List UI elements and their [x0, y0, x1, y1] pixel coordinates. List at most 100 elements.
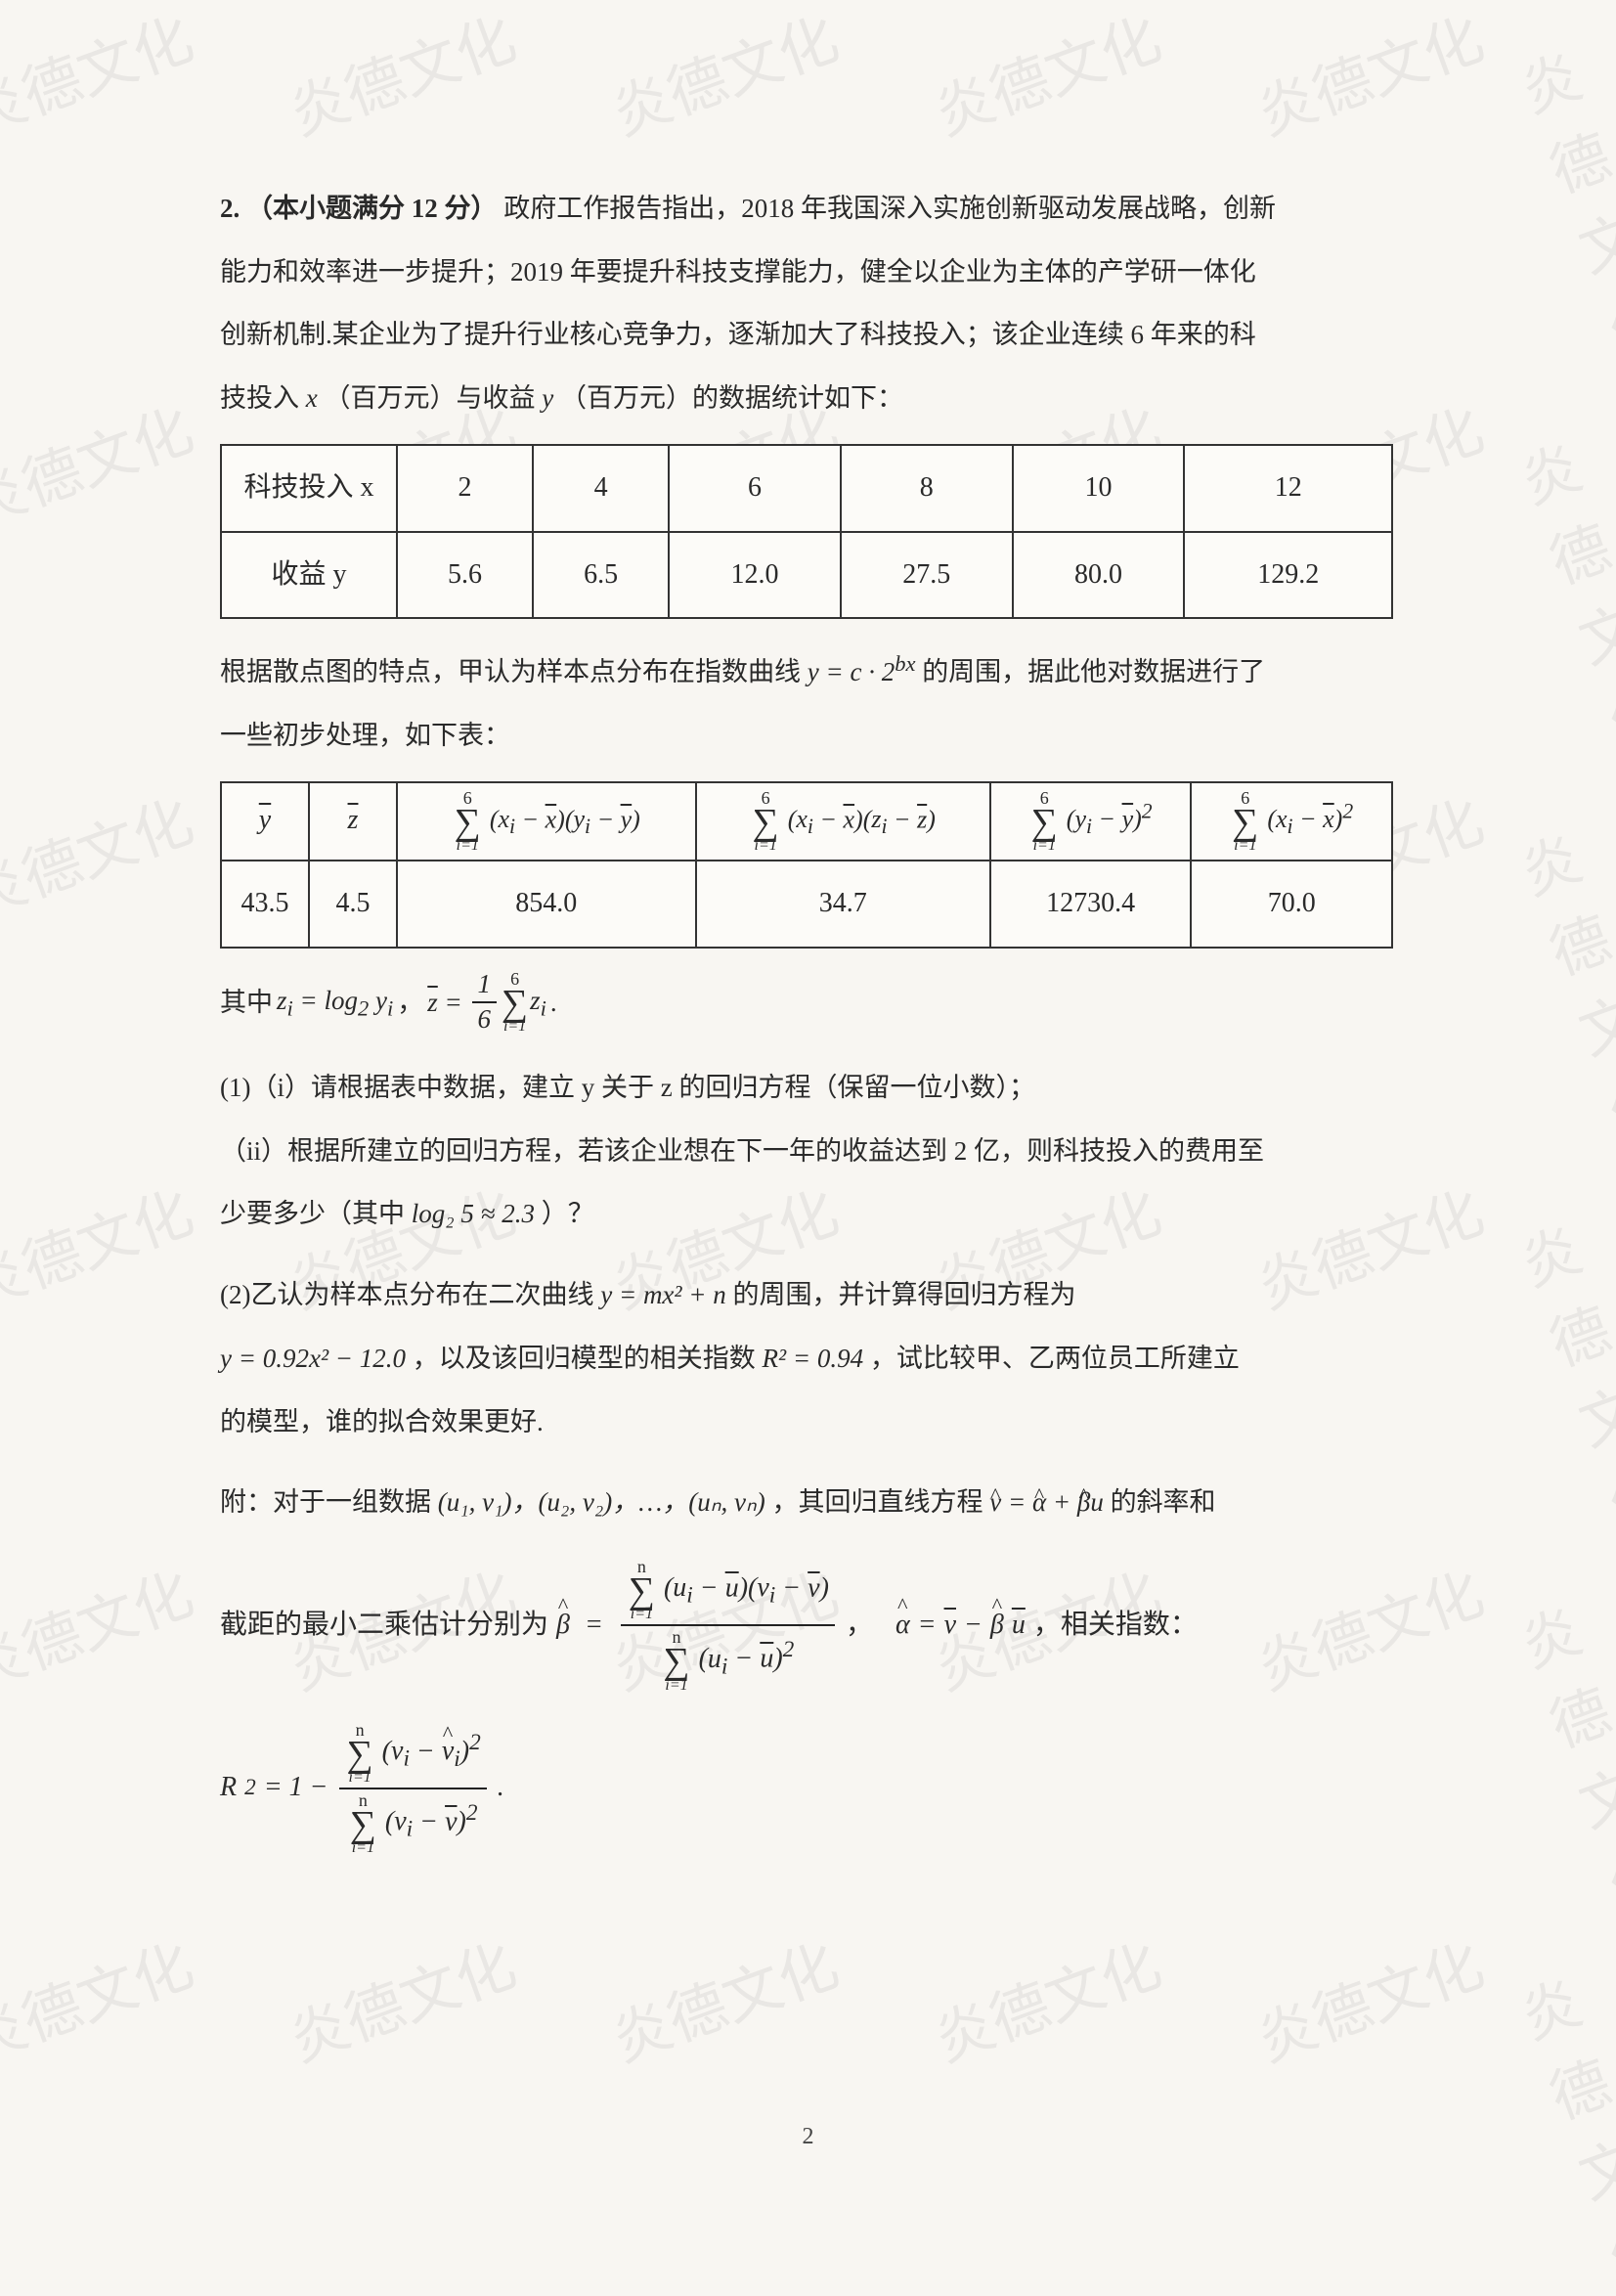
t1-c: 12 [1184, 445, 1392, 532]
watermark: 炎德文化 [1507, 29, 1616, 370]
q2-b: 的周围，并计算得回归方程为 [733, 1280, 1076, 1309]
ap-line-eq: v = α + βu [989, 1487, 1104, 1517]
sn-b: 的周围，据此他对数据进行了 [922, 657, 1265, 686]
scatter-note-2: 一些初步处理，如下表： [220, 708, 1393, 764]
watermark: 炎德文化 [0, 1919, 203, 2079]
q1-ii-l1: （ii）根据所建立的回归方程，若该企业想在下一年的收益达到 2 亿，则科技投入的… [220, 1124, 1393, 1179]
var-y: y [542, 383, 553, 413]
table-row: y z 6∑i=1 (xi − x)(yi − y) 6∑i=1 (xi − x… [221, 782, 1392, 861]
table-row: 收益 y 5.6 6.5 12.0 27.5 80.0 129.2 [221, 532, 1392, 619]
intro-l4: 技投入 x （百万元）与收益 y （百万元）的数据统计如下： [220, 371, 1393, 426]
t1-c: 5.6 [397, 532, 533, 619]
problem-heading: 2. （本小题满分 12 分） 政府工作报告指出，2018 年我国深入实施创新驱… [220, 181, 1393, 237]
scatter-formula: y = c · 2bx [808, 657, 922, 686]
t1-c: 8 [841, 445, 1013, 532]
table-row: 43.5 4.5 854.0 34.7 12730.4 70.0 [221, 861, 1392, 948]
q1ii-formula: log₂ 5 ≈ 2.3 [412, 1199, 535, 1228]
t2-h6: 6∑i=1 (xi − x)2 [1191, 782, 1392, 861]
appendix-l1: 附：对于一组数据 (u₁, v₁)，(u₂, v₂)，…，(uₙ, vₙ) ，其… [220, 1475, 1393, 1530]
q2-r2: R² = 0.94 [763, 1344, 864, 1373]
sn-a: 根据散点图的特点，甲认为样本点分布在指数曲线 [220, 657, 808, 686]
ap2-a: 截距的最小二乘估计分别为 [220, 1597, 548, 1655]
watermark: 炎德文化 [1244, 1919, 1493, 2079]
intro-l1: 政府工作报告指出，2018 年我国深入实施创新驱动发展战略，创新 [503, 194, 1276, 223]
zd-end: . [550, 975, 557, 1031]
t1-c: 12.0 [669, 532, 841, 619]
watermark: 炎德文化 [1507, 1584, 1616, 1924]
t1-c: 129.2 [1184, 532, 1392, 619]
t1-c: 27.5 [841, 532, 1013, 619]
intro-l4-b: （百万元）与收益 [324, 383, 535, 413]
t1-c: 4 [533, 445, 669, 532]
zd-a: 其中 [220, 975, 273, 1031]
watermark: 炎德文化 [598, 1919, 848, 2079]
q2-a: (2)乙认为样本点分布在二次曲线 [220, 1280, 600, 1309]
watermark: 炎德文化 [598, 0, 848, 152]
z-definition: 其中 zi = log2 yi ， z = 16 6∑i=1 zi . [220, 970, 1393, 1035]
t1-h1-txt: 科技投入 x [243, 472, 373, 503]
watermark: 炎德文化 [0, 1166, 203, 1326]
beta-formula: 截距的最小二乘估计分别为 β = n∑i=1 (ui − u)(vi − v) … [220, 1558, 1393, 1694]
watermark: 炎德文化 [0, 1547, 203, 1707]
t1-c: 10 [1013, 445, 1185, 532]
t1-h2-txt: 收益 y [271, 559, 346, 590]
t2-c: 854.0 [397, 861, 696, 948]
t1-h1: 科技投入 x [221, 445, 397, 532]
ap2-sep: ， [846, 1597, 873, 1655]
intro-l4-a: 技投入 [220, 383, 299, 413]
ap-a: 附：对于一组数据 [220, 1487, 438, 1517]
zd-eq1: zi = log2 yi [277, 973, 393, 1032]
page-number: 2 [803, 2124, 814, 2150]
r2-end: . [498, 1759, 504, 1817]
q1-ii-l2: 少要多少（其中 log₂ 5 ≈ 2.3 ）？ [220, 1186, 1393, 1242]
sf-base: y = c · 2 [808, 657, 895, 686]
t2-c: 12730.4 [990, 861, 1192, 948]
t2-c: 43.5 [221, 861, 309, 948]
t2-c: 34.7 [696, 861, 990, 948]
watermark: 炎德文化 [0, 383, 203, 544]
t2-h5: 6∑i=1 (yi − y)2 [990, 782, 1192, 861]
t1-c: 6 [669, 445, 841, 532]
var-x: x [306, 383, 318, 413]
q2-mid: ，以及该回归模型的相关指数 [413, 1344, 763, 1373]
watermark: 炎德文化 [0, 0, 203, 152]
watermark: 炎德文化 [0, 774, 203, 935]
scatter-note: 根据散点图的特点，甲认为样本点分布在指数曲线 y = c · 2bx 的周围，据… [220, 640, 1393, 700]
table-2: y z 6∑i=1 (xi − x)(yi − y) 6∑i=1 (xi − x… [220, 781, 1393, 949]
intro-l4-c: （百万元）的数据统计如下： [560, 383, 903, 413]
q1ii-b: ）？ [542, 1199, 594, 1228]
table-1: 科技投入 x 2 4 6 8 10 12 收益 y 5.6 6.5 12.0 2… [220, 444, 1393, 620]
ap2-suf: ，相关指数： [1033, 1597, 1198, 1655]
q1ii-a: 少要多少（其中 [220, 1199, 412, 1228]
t1-c: 80.0 [1013, 532, 1185, 619]
score-note: （本小题满分 12 分） [246, 194, 498, 223]
q2-l2: y = 0.92x² − 12.0 ，以及该回归模型的相关指数 R² = 0.9… [220, 1331, 1393, 1387]
q2-l3: 的模型，谁的拟合效果更好. [220, 1394, 1393, 1450]
q2-eq: y = 0.92x² − 12.0 [220, 1344, 406, 1373]
q2-l1: (2)乙认为样本点分布在二次曲线 y = mx² + n 的周围，并计算得回归方… [220, 1267, 1393, 1323]
watermark: 炎德文化 [1507, 1956, 1616, 2296]
intro-l2: 能力和效率进一步提升；2019 年要提升科技支撑能力，健全以企业为主体的产学研一… [220, 244, 1393, 300]
t2-h1: y [221, 782, 309, 861]
watermark: 炎德文化 [921, 1919, 1170, 2079]
ap-pairs: (u₁, v₁)，(u₂, v₂)，…，(uₙ, vₙ) [438, 1487, 765, 1517]
t2-h2: z [309, 782, 397, 861]
t2-h3: 6∑i=1 (xi − x)(yi − y) [397, 782, 696, 861]
watermark: 炎德文化 [921, 0, 1170, 152]
watermark: 炎德文化 [276, 1919, 525, 2079]
t1-c: 2 [397, 445, 533, 532]
watermark: 炎德文化 [1507, 1203, 1616, 1543]
intro-l3: 创新机制.某企业为了提升行业核心竞争力，逐渐加大了科技投入；该企业连续 6 年来… [220, 307, 1393, 363]
watermark: 炎德文化 [276, 0, 525, 152]
sf-exp: bx [895, 651, 915, 676]
t1-c: 6.5 [533, 532, 669, 619]
zd-sep: ， [397, 975, 423, 1031]
t2-c: 4.5 [309, 861, 397, 948]
q2-suf: ，试比较甲、乙两位员工所建立 [870, 1344, 1240, 1373]
watermark: 炎德文化 [1244, 0, 1493, 152]
ap-b: ，其回归直线方程 [771, 1487, 989, 1517]
q2-curve: y = mx² + n [600, 1280, 726, 1309]
watermark: 炎德文化 [1507, 812, 1616, 1152]
ap-c: 的斜率和 [1111, 1487, 1216, 1517]
table-row: 科技投入 x 2 4 6 8 10 12 [221, 445, 1392, 532]
